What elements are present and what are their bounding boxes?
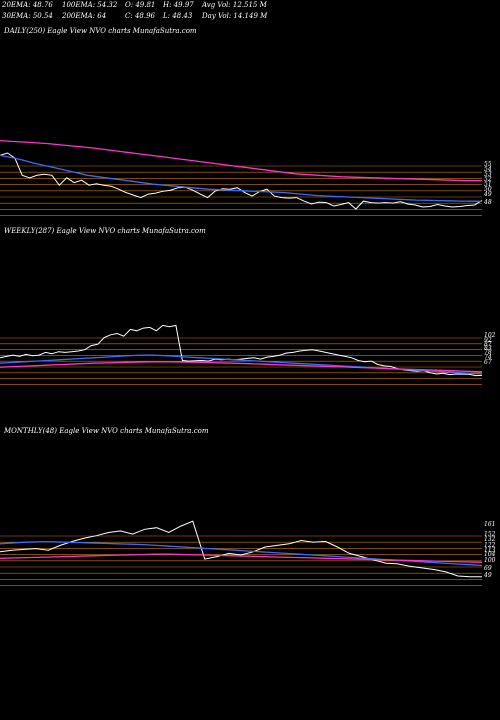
stat-day-vol: Day Vol: 14.149 M	[202, 12, 268, 20]
weekly-panel-title: WEEKLY(287) Eagle View NVO charts Munafa…	[4, 227, 206, 235]
monthly-panel-title: MONTHLY(48) Eagle View NVO charts Munafa…	[4, 427, 209, 435]
y-tick-label: 67	[484, 359, 492, 366]
y-tick-label: 52	[484, 176, 492, 183]
y-tick-label: 51	[484, 181, 492, 188]
stat-30ema: 30EMA: 50.54	[2, 12, 53, 20]
y-tick-label: 104	[484, 551, 496, 558]
ema-short-line	[0, 541, 483, 567]
y-tick-label: 87	[484, 341, 492, 348]
stat-high: H: 49.97	[163, 1, 194, 9]
y-tick-label: 152	[484, 531, 496, 538]
stat-close: C: 48.96	[125, 12, 155, 20]
stat-20ema: 20EMA: 48.76	[2, 1, 53, 9]
y-tick-label: 49	[483, 191, 492, 198]
stat-100ema: 100EMA: 54.32	[62, 1, 118, 9]
y-tick-label: 48	[483, 199, 492, 206]
stat-low: L: 48.43	[163, 12, 193, 20]
ema-long-line	[0, 553, 483, 563]
y-tick-label: 55	[484, 161, 492, 168]
y-tick-label: 49	[483, 572, 492, 579]
y-tick-label: 69	[484, 565, 492, 572]
y-tick-label: 161	[484, 521, 495, 528]
y-tick-label: 50	[484, 186, 492, 193]
y-tick-label: 53	[484, 171, 492, 178]
price-line	[0, 324, 483, 377]
y-tick-label: 78	[484, 349, 492, 356]
y-tick-label: 113	[484, 547, 496, 554]
y-tick-label: 132	[484, 536, 496, 543]
ema-short-line	[0, 154, 483, 202]
y-tick-label: 74	[484, 354, 492, 361]
ema-long-line	[0, 139, 482, 182]
stat-open: O: 49.81	[125, 1, 156, 9]
y-tick-label: 92	[484, 337, 492, 344]
stat-avg-vol: Avg Vol: 12.515 M	[202, 1, 267, 9]
daily-panel-title: DAILY(250) Eagle View NVO charts MunafaS…	[4, 27, 197, 35]
y-tick-label: 83	[484, 345, 492, 352]
y-tick-label: 102	[484, 332, 496, 339]
stat-200ema: 200EMA: 64	[62, 12, 107, 20]
price-line	[0, 152, 483, 210]
price-line	[0, 520, 482, 578]
ema-long-line	[0, 361, 483, 373]
y-tick-label: 100	[484, 557, 496, 564]
stats-header: 20EMA: 48.76 100EMA: 54.32 O: 49.81 H: 4…	[0, 0, 500, 24]
y-tick-label: 54	[484, 166, 492, 173]
y-tick-label: 122	[484, 542, 496, 549]
